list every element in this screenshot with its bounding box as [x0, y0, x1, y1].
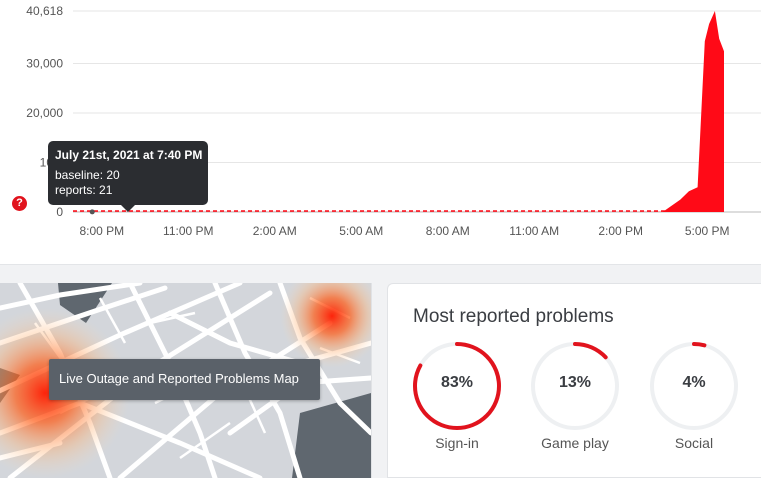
x-tick-label: 5:00 PM	[685, 224, 730, 238]
y-tick-label: 20,000	[26, 106, 63, 120]
x-tick-label: 8:00 PM	[79, 224, 124, 238]
tooltip-data-point	[89, 209, 95, 215]
gauge-label: Sign-in	[435, 435, 479, 451]
gauge-label: Game play	[541, 435, 609, 451]
y-tick-label: 30,000	[26, 57, 63, 71]
gauge-arc	[531, 342, 619, 430]
gauge-arc	[413, 342, 501, 430]
chart-tooltip: July 21st, 2021 at 7:40 PM baseline: 20 …	[48, 141, 208, 212]
x-tick-label: 11:00 PM	[163, 224, 213, 238]
y-tick-label: 0	[56, 205, 63, 219]
x-tick-label: 11:00 AM	[509, 224, 559, 238]
gauge-label: Social	[674, 435, 714, 451]
problems-title: Most reported problems	[413, 306, 614, 327]
tooltip-baseline: baseline: 20	[55, 168, 120, 182]
x-tick-label: 2:00 PM	[598, 224, 643, 238]
problem-gauge-game-play: 13% Game play	[530, 341, 620, 451]
problem-gauge-sign-in: 83% Sign-in	[412, 341, 502, 451]
gauge-percent: 13%	[558, 374, 592, 391]
x-tick-label: 8:00 AM	[426, 224, 470, 238]
most-reported-problems-panel: Most reported problems 83% Sign-in 13% G…	[387, 283, 761, 478]
x-tick-label: 2:00 AM	[253, 224, 297, 238]
tooltip-title: July 21st, 2021 at 7:40 PM	[55, 148, 203, 162]
gauge-percent: 83%	[440, 374, 474, 391]
x-tick-label: 5:00 AM	[339, 224, 383, 238]
y-tick-label: 40,618	[26, 4, 63, 18]
problem-gauge-social: 4% Social	[649, 341, 739, 451]
gauge-percent: 4%	[682, 374, 706, 391]
help-icon[interactable]: ?	[12, 196, 27, 211]
tooltip-reports: reports: 21	[55, 183, 113, 197]
map-link-button[interactable]: Live Outage and Reported Problems Map	[49, 359, 320, 400]
gauge-arc	[650, 342, 738, 430]
